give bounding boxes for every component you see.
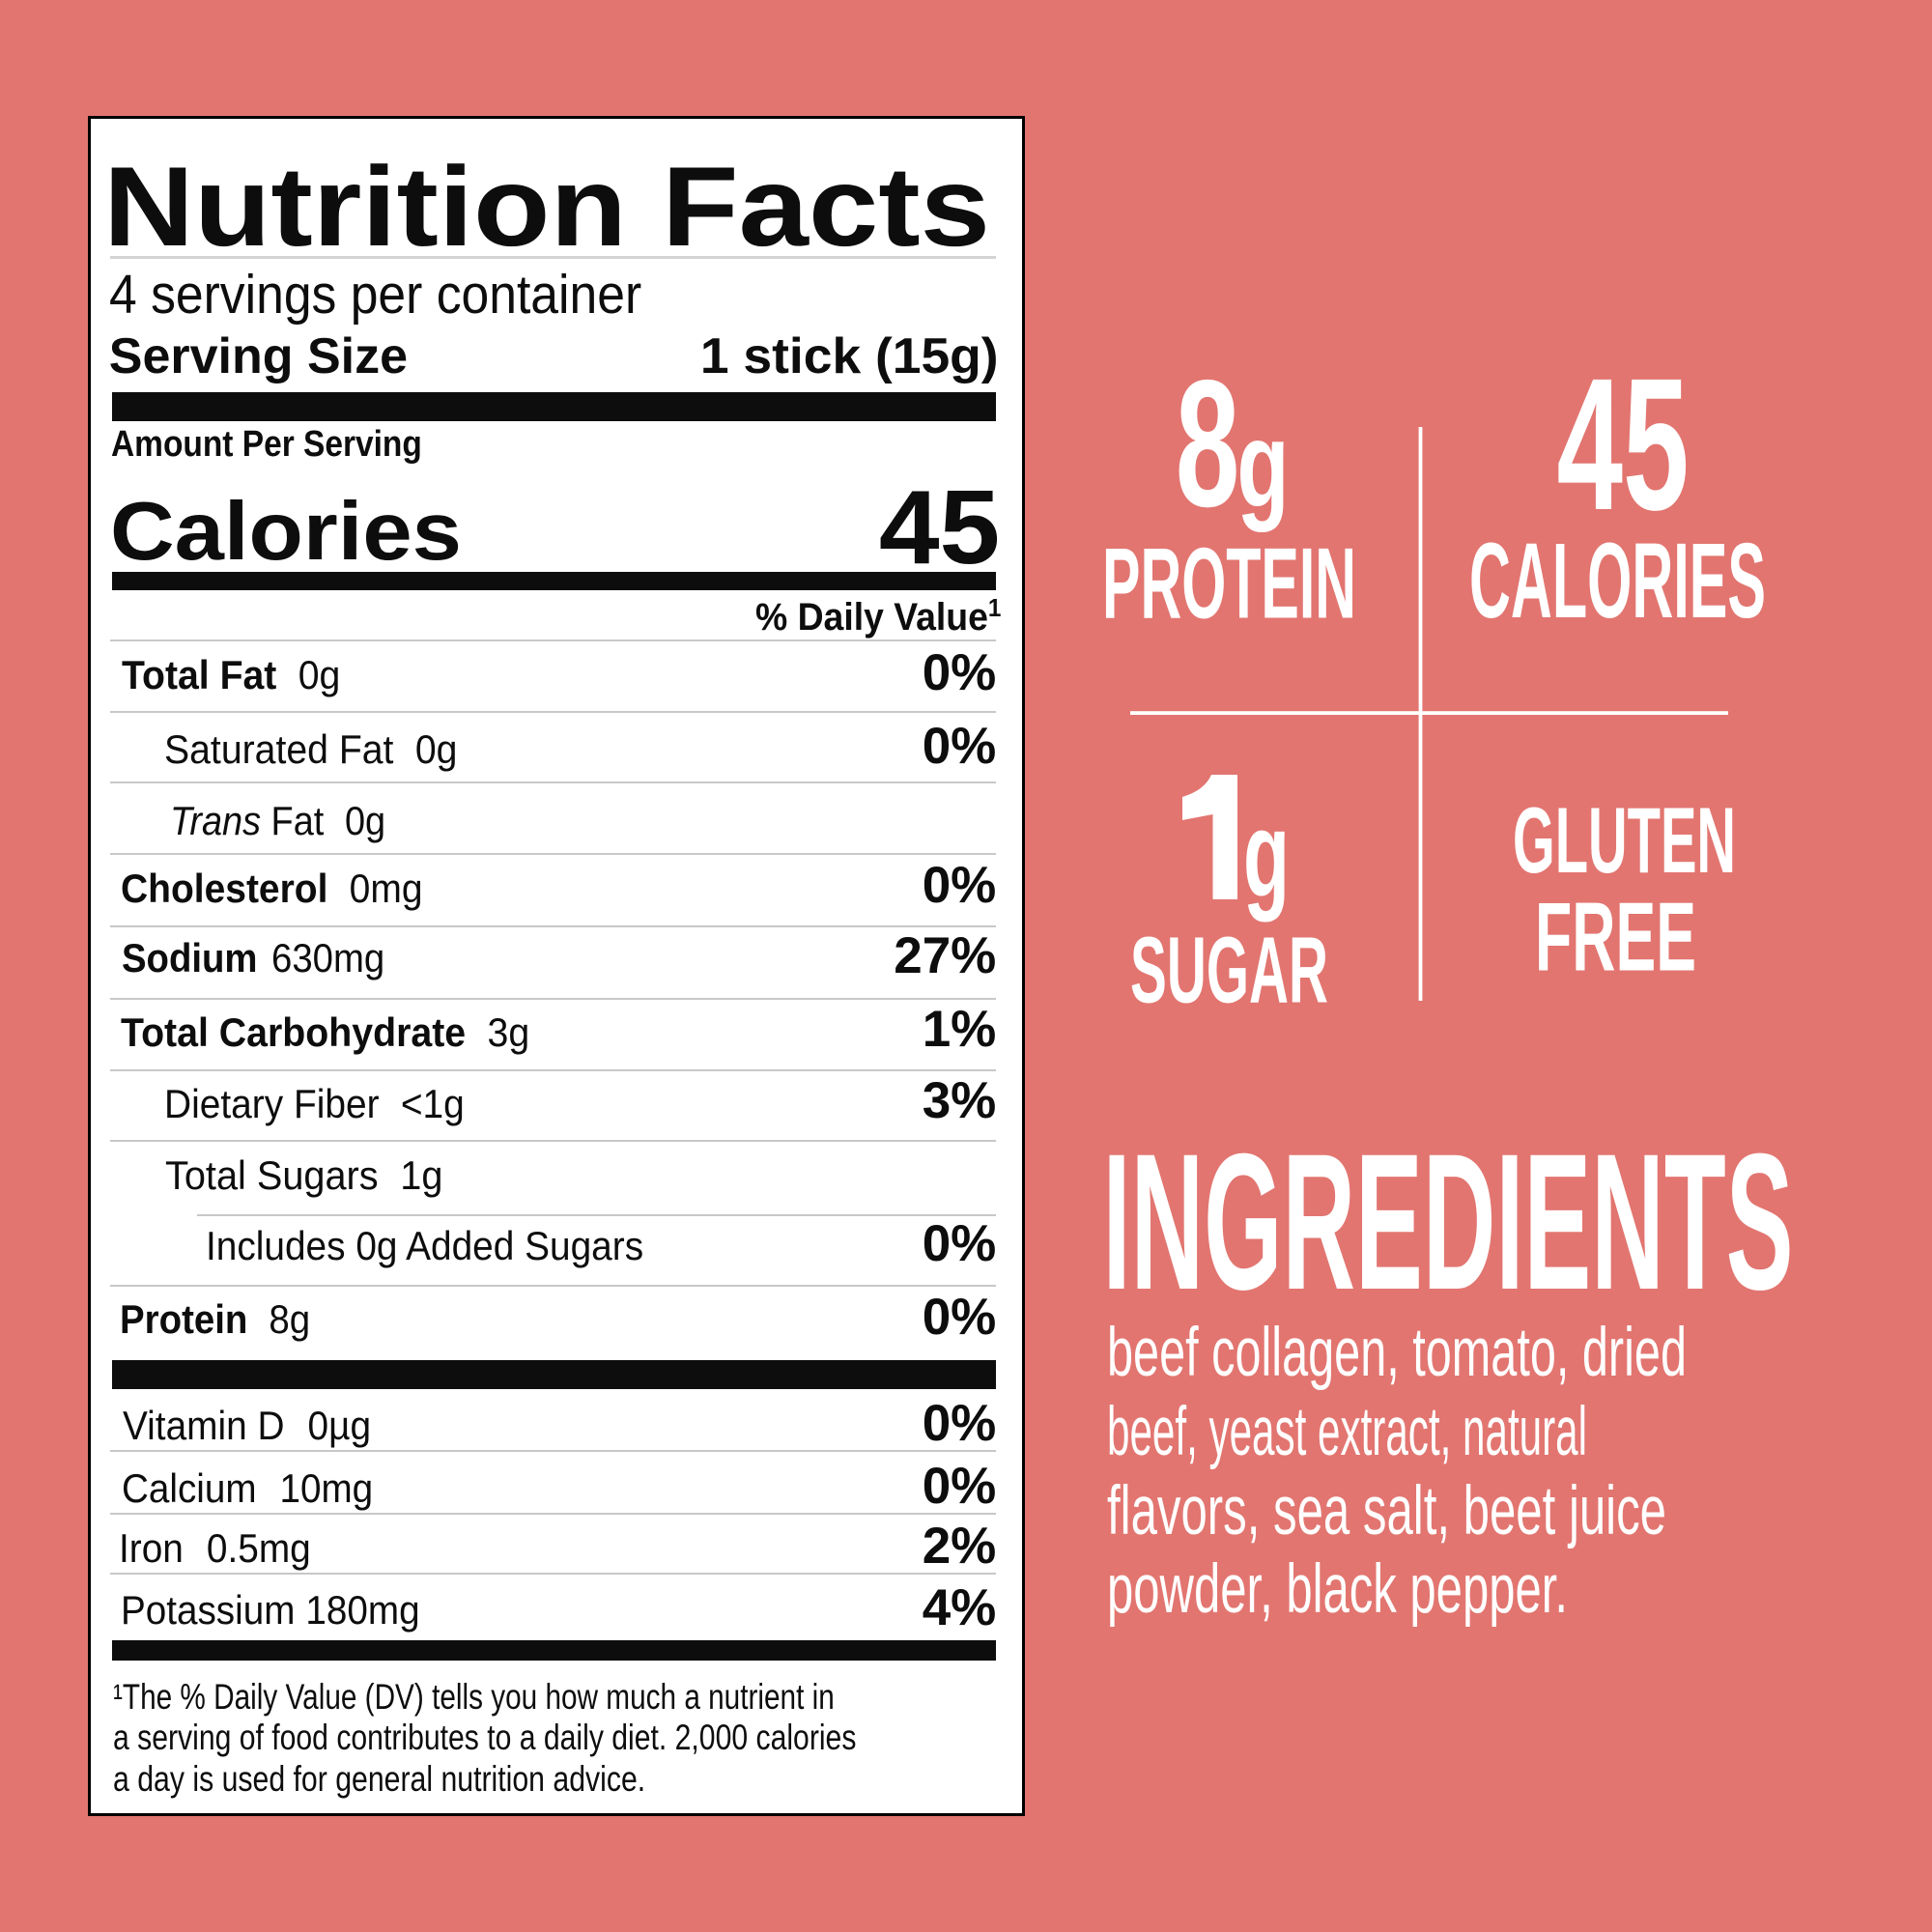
svg-text:PROTEIN: PROTEIN — [1102, 527, 1356, 639]
svg-text:45: 45 — [1557, 339, 1690, 550]
svg-text:GLUTEN: GLUTEN — [1513, 788, 1736, 893]
svg-text:flavors, sea salt, beet juice: flavors, sea salt, beet juice — [1107, 1473, 1666, 1549]
svg-text:SUGAR: SUGAR — [1130, 918, 1328, 1023]
svg-text:g: g — [1243, 786, 1290, 923]
svg-text:8: 8 — [1176, 343, 1240, 545]
svg-text:powder, black pepper.: powder, black pepper. — [1107, 1551, 1568, 1628]
svg-text:g: g — [1237, 396, 1290, 532]
svg-text:beef, yeast extract, natural: beef, yeast extract, natural — [1107, 1394, 1587, 1470]
svg-text:CALORIES: CALORIES — [1469, 522, 1766, 640]
svg-text:INGREDIENTS: INGREDIENTS — [1103, 1113, 1794, 1330]
svg-text:FREE: FREE — [1535, 882, 1696, 992]
svg-text:beef collagen, tomato, dried: beef collagen, tomato, dried — [1107, 1315, 1687, 1391]
